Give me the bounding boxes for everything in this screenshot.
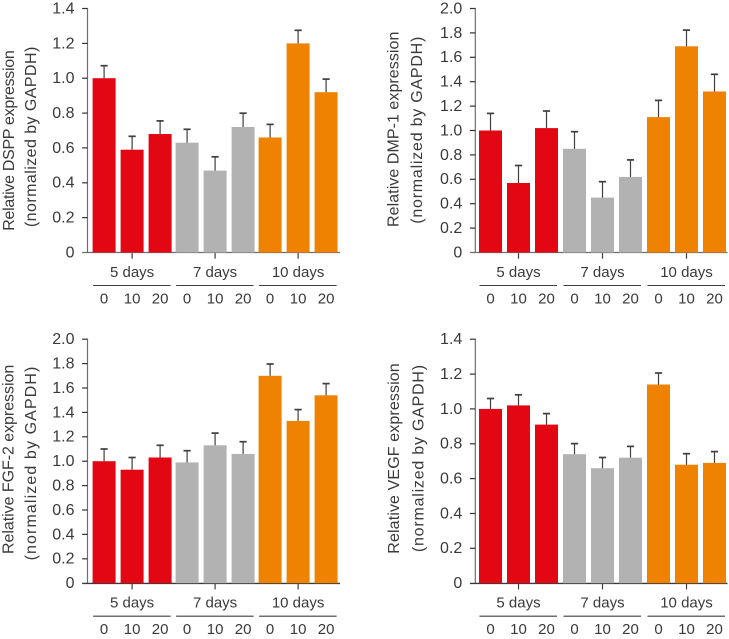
svg-text:10: 10 [124,621,141,634]
svg-text:20: 20 [706,290,723,307]
svg-text:5 days: 5 days [110,264,154,281]
svg-text:2.0: 2.0 [52,331,74,348]
svg-text:1.2: 1.2 [440,366,462,383]
svg-text:0.2: 0.2 [440,220,462,237]
svg-text:7 days: 7 days [193,264,237,281]
svg-text:10: 10 [124,290,141,307]
svg-text:0.4: 0.4 [52,526,74,543]
svg-text:0: 0 [66,575,75,592]
svg-text:0: 0 [183,290,191,307]
svg-text:20: 20 [318,290,335,307]
svg-text:1.0: 1.0 [52,70,74,87]
svg-text:1.4: 1.4 [440,74,462,91]
svg-text:0: 0 [453,244,462,261]
svg-text:20: 20 [152,290,169,307]
svg-text:20: 20 [538,621,555,634]
svg-text:0: 0 [266,290,274,307]
svg-text:10: 10 [678,621,695,634]
svg-text:10: 10 [510,621,527,634]
svg-text:1.8: 1.8 [440,25,462,42]
svg-text:0.4: 0.4 [52,175,74,192]
svg-text:20: 20 [152,621,169,634]
svg-text:0: 0 [183,621,191,634]
svg-text:20: 20 [235,621,252,634]
svg-text:20: 20 [318,621,335,634]
svg-text:2.0: 2.0 [440,0,462,17]
svg-text:0.2: 0.2 [52,551,74,568]
svg-text:1.6: 1.6 [52,380,74,397]
svg-text:Relative FGF-2 expression: Relative FGF-2 expression [1,365,18,554]
svg-text:20: 20 [706,621,723,634]
svg-text:10 days: 10 days [660,595,713,612]
svg-text:Relative DSPP expression: Relative DSPP expression [1,50,18,231]
svg-text:5 days: 5 days [496,264,540,281]
svg-text:1.0: 1.0 [440,401,462,418]
svg-text:0: 0 [486,290,494,307]
svg-text:7 days: 7 days [580,264,624,281]
svg-text:0.8: 0.8 [440,147,462,164]
svg-text:1.2: 1.2 [52,35,74,52]
svg-text:0: 0 [100,621,108,634]
svg-text:1.4: 1.4 [52,404,74,421]
svg-text:Relative VEGF expression: Relative VEGF expression [386,363,403,553]
svg-text:0.4: 0.4 [440,505,462,522]
svg-text:10: 10 [290,290,307,307]
svg-text:0.8: 0.8 [52,105,74,122]
svg-text:5 days: 5 days [110,595,154,612]
svg-text:10 days: 10 days [272,595,325,612]
svg-text:Relative DMP-1 expression: Relative DMP-1 expression [386,32,403,227]
svg-text:0: 0 [266,621,274,634]
svg-text:20: 20 [622,290,639,307]
svg-text:10: 10 [290,621,307,634]
svg-text:0.6: 0.6 [52,502,74,519]
svg-text:1.4: 1.4 [440,331,462,348]
svg-text:10: 10 [594,621,611,634]
svg-text:10: 10 [207,621,224,634]
svg-text:0: 0 [570,290,578,307]
svg-text:0.2: 0.2 [52,210,74,227]
svg-text:10 days: 10 days [660,264,713,281]
svg-text:0.8: 0.8 [52,478,74,495]
svg-text:1.0: 1.0 [52,453,74,470]
svg-text:(normalized by GAPDH): (normalized by GAPDH) [409,37,426,224]
svg-text:10: 10 [594,290,611,307]
svg-text:0.4: 0.4 [440,196,462,213]
svg-text:10: 10 [678,290,695,307]
svg-text:1.8: 1.8 [52,356,74,373]
svg-text:0: 0 [654,621,662,634]
svg-text:20: 20 [622,621,639,634]
svg-text:0.2: 0.2 [440,540,462,557]
svg-text:(normalized by GAPDH): (normalized by GAPDH) [23,367,40,561]
svg-text:0.6: 0.6 [440,171,462,188]
svg-text:1.0: 1.0 [440,122,462,139]
svg-text:0.6: 0.6 [52,140,74,157]
svg-text:10 days: 10 days [272,264,325,281]
svg-text:20: 20 [538,290,555,307]
svg-text:7 days: 7 days [580,595,624,612]
svg-text:0: 0 [486,621,494,634]
svg-text:0: 0 [66,244,75,261]
svg-text:1.6: 1.6 [440,49,462,66]
svg-text:0: 0 [570,621,578,634]
svg-text:1.2: 1.2 [52,429,74,446]
svg-text:10: 10 [207,290,224,307]
svg-text:(normalized by GAPDH): (normalized by GAPDH) [23,47,40,228]
svg-text:10: 10 [510,290,527,307]
svg-text:5 days: 5 days [496,595,540,612]
svg-text:1.4: 1.4 [52,0,74,17]
svg-text:1.2: 1.2 [440,98,462,115]
svg-text:0: 0 [654,290,662,307]
svg-text:0.8: 0.8 [440,436,462,453]
svg-text:20: 20 [235,290,252,307]
svg-text:7 days: 7 days [193,595,237,612]
svg-text:0.6: 0.6 [440,471,462,488]
svg-text:0: 0 [453,575,462,592]
svg-text:(normalized by GAPDH): (normalized by GAPDH) [411,365,428,552]
svg-text:0: 0 [100,290,108,307]
